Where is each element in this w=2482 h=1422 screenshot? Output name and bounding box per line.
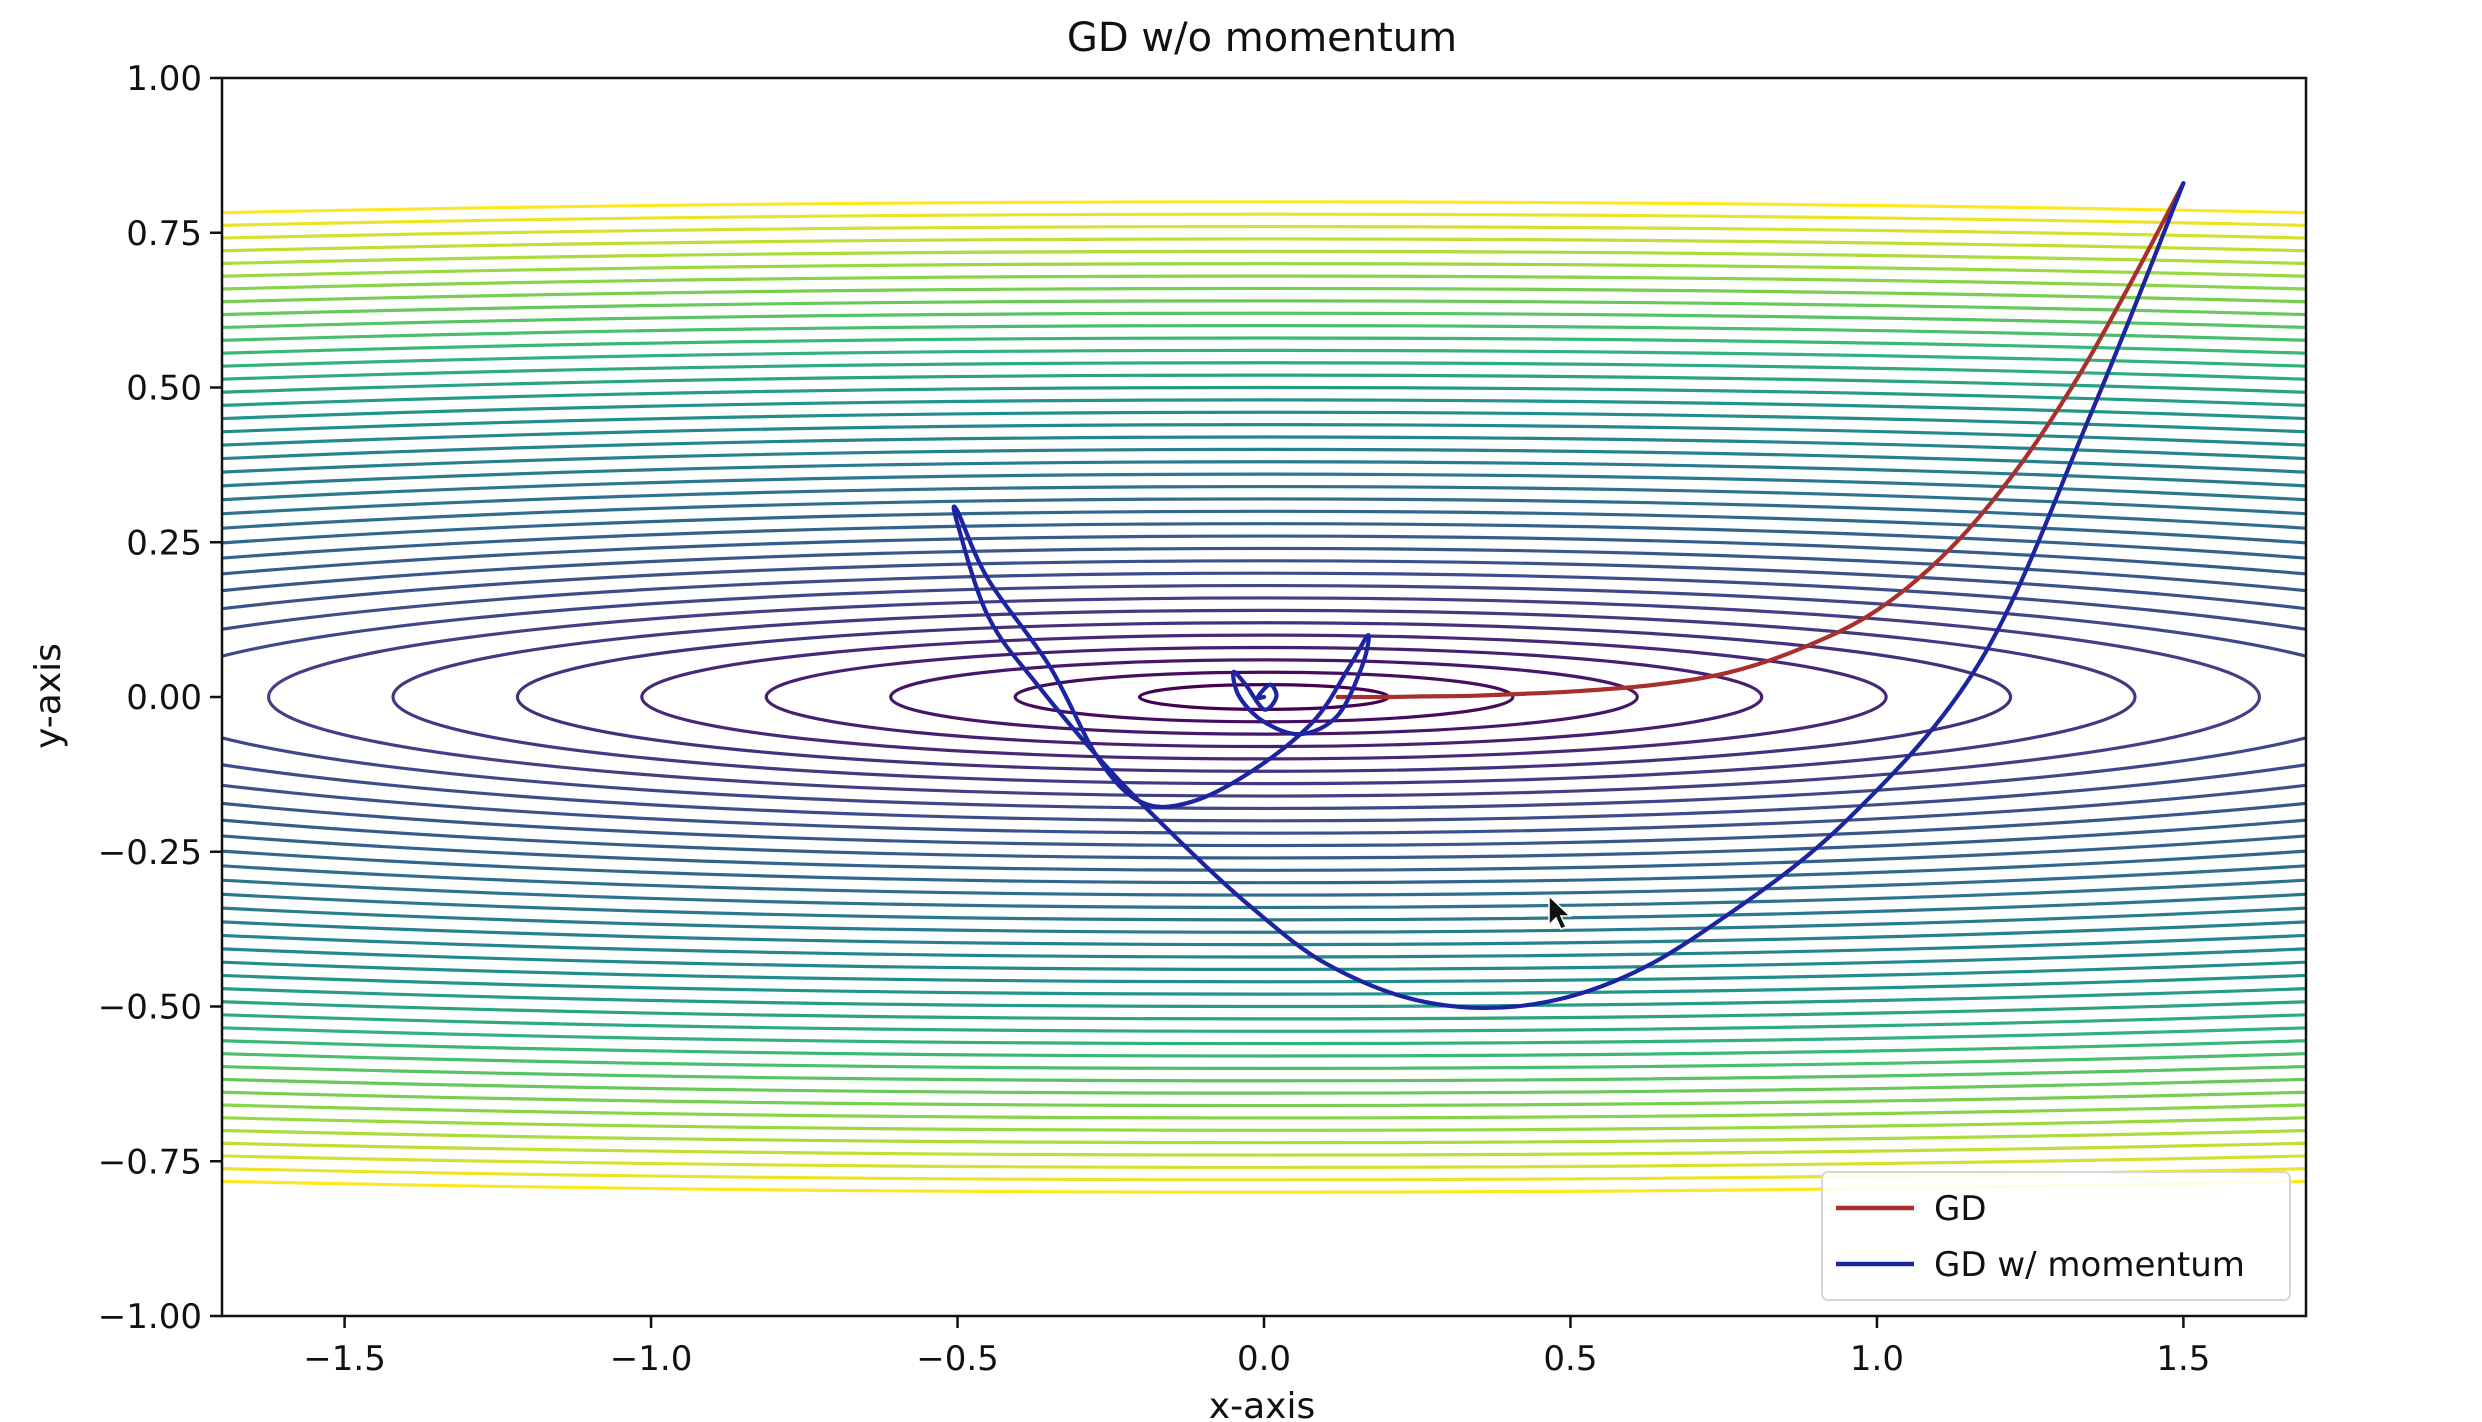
- contour-level: [222, 571, 2306, 823]
- y-tick-label: −0.50: [98, 988, 202, 1028]
- optimization-paths: [951, 181, 2186, 1010]
- legend-box: [1821, 1171, 2291, 1301]
- y-tick-label: −0.75: [98, 1142, 202, 1182]
- contour-level: [222, 311, 2306, 1083]
- contour-level: [640, 633, 1888, 761]
- legend: GD GD w/ momentum: [1821, 1171, 2291, 1301]
- contour-level: [222, 299, 2306, 1095]
- contour-level: [222, 423, 2306, 971]
- y-tick-label: 0.75: [126, 214, 202, 254]
- y-tick-label: 0.25: [126, 523, 202, 563]
- contour-level: [222, 324, 2306, 1070]
- contour-level: [222, 385, 2306, 1009]
- contour-level: [222, 336, 2306, 1058]
- legend-label: GD: [1934, 1189, 1987, 1229]
- y-tick-label: 1.00: [126, 59, 202, 99]
- x-tick-label: 0.0: [1237, 1339, 1291, 1379]
- contour-level: [222, 225, 2306, 1169]
- contour-level: [222, 584, 2306, 810]
- contour-level: [222, 237, 2306, 1157]
- contour-level: [222, 249, 2306, 1145]
- contour-level: [222, 447, 2306, 947]
- x-axis: −1.5 −1.0 −0.5 0.0 0.5 1.0 1.5: [303, 1316, 2210, 1379]
- series-line-gd: [1335, 181, 2186, 700]
- contour-level: [222, 410, 2306, 984]
- contour-level: [222, 361, 2306, 1033]
- y-axis: 1.00 0.75 0.50 0.25 0.00 −0.25 −0.50 −0.75 −1.00: [98, 59, 222, 1337]
- contour-level: [222, 497, 2306, 897]
- contour-level: [391, 608, 2137, 786]
- contour-lines: [222, 200, 2306, 1194]
- y-tick-label: −0.25: [98, 833, 202, 873]
- contour-level: [222, 274, 2306, 1120]
- y-tick-label: 0.50: [126, 369, 202, 409]
- contour-level: [515, 621, 2013, 773]
- contour-level: [222, 546, 2306, 848]
- x-axis-label: x-axis: [1209, 1386, 1315, 1422]
- y-tick-label: 0.00: [126, 678, 202, 718]
- contour-level: [222, 460, 2306, 934]
- y-tick-label: −1.00: [98, 1297, 202, 1337]
- contour-level: [222, 509, 2306, 885]
- mouse-cursor-icon: [1548, 894, 1572, 930]
- contour-level: [222, 348, 2306, 1046]
- x-tick-label: −1.0: [610, 1339, 693, 1379]
- contour-level: [889, 658, 1639, 736]
- chart-title: GD w/o momentum: [1067, 15, 1457, 61]
- contour-level: [222, 200, 2306, 1194]
- legend-label: GD w/ momentum: [1934, 1245, 2245, 1285]
- x-tick-label: −0.5: [916, 1339, 999, 1379]
- series-line-gd-momentum: [951, 181, 2186, 1010]
- contour-level: [266, 596, 2262, 798]
- contour-level: [222, 373, 2306, 1021]
- y-axis-label: y-axis: [28, 643, 69, 749]
- contour-level: [222, 286, 2306, 1108]
- contour-level: [764, 645, 1764, 749]
- contour-level: [222, 435, 2306, 959]
- contour-level: [222, 522, 2306, 872]
- x-tick-label: 1.0: [1850, 1339, 1904, 1379]
- contour-level: [222, 485, 2306, 909]
- contour-level: [222, 212, 2306, 1182]
- contour-level: [222, 398, 2306, 996]
- x-tick-label: 1.5: [2156, 1339, 2210, 1379]
- contour-level: [222, 262, 2306, 1132]
- contour-level: [222, 559, 2306, 835]
- contour-level: [222, 534, 2306, 860]
- x-tick-label: 0.5: [1543, 1339, 1597, 1379]
- x-tick-label: −1.5: [303, 1339, 386, 1379]
